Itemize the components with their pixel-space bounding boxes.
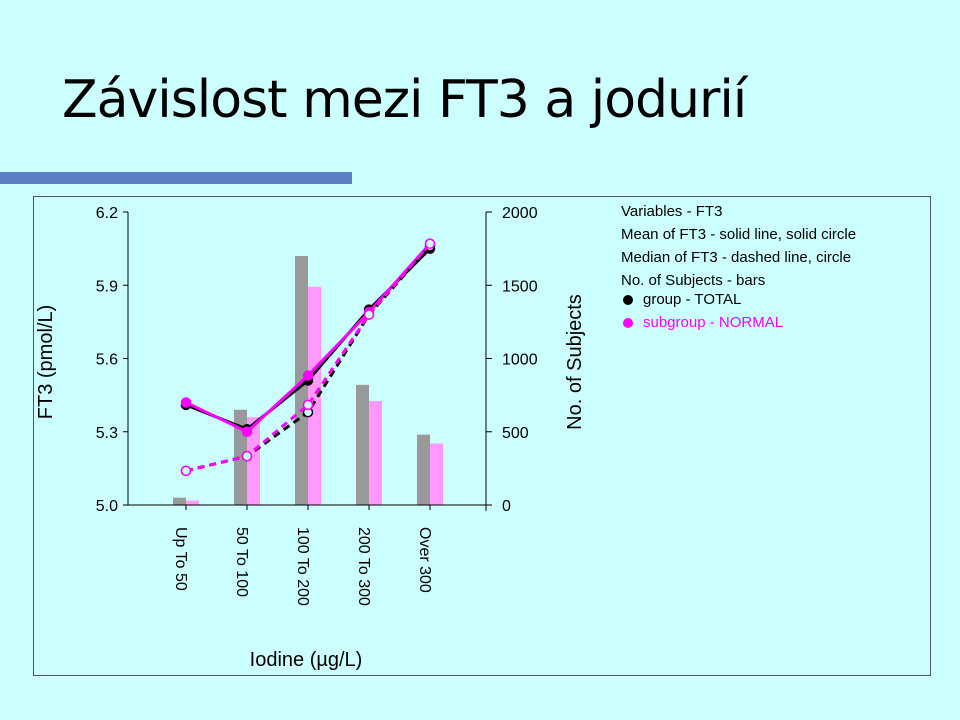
bar-normal [308,286,321,505]
bar-total [356,384,369,505]
y2-tick-label: 1000 [502,352,538,369]
median-point-normal [424,238,436,249]
x-tick-label: Over 300 [416,527,433,593]
x-tick-label: 50 To 100 [233,527,250,597]
y-tick-label: 5.3 [96,425,118,442]
mean-point-normal [180,397,192,408]
x-tick-label: 200 To 300 [355,527,372,606]
legend-group-label: subgroup - NORMAL [643,314,783,331]
bar-normal [186,500,199,505]
ft3-iodine-chart: 6.2 5.9 5.6 5.3 5.0 2000 1500 1000 500 0 Up To 50 5… [35,203,856,671]
median-point-normal [180,465,192,477]
y-tick-label: 5.9 [96,278,118,295]
y-tick-label: 5.6 [96,352,118,369]
y2-tick-label: 1500 [502,278,538,295]
x-tick-label: 100 To 200 [294,527,311,606]
y2-tick-label: 500 [502,425,529,442]
y2-tick-label: 0 [502,498,511,515]
slide-title: Závislost mezi FT3 a jodurií [62,70,747,130]
y-tick-label: 5.0 [96,498,118,515]
legend-marker [623,318,633,328]
bar-total [417,434,430,505]
median-point-normal [302,399,314,411]
y2-tick-label: 2000 [502,205,538,222]
x-axis-title: Iodine (µg/L) [250,649,363,671]
median-point-normal [241,450,253,462]
legend-text: Mean of FT3 - solid line, solid circle [621,226,856,243]
bar-normal [369,400,382,505]
mean-point-normal [302,370,314,381]
legend-text: Median of FT3 - dashed line, circle [621,249,851,266]
median-point-normal [363,309,375,320]
legend-group-label: group - TOTAL [643,291,741,308]
y2-axis-title: No. of Subjects [564,294,586,430]
bar-normal [247,417,260,505]
bar-normal [430,443,443,505]
bar-total [173,497,186,505]
y-tick-label: 6.2 [96,205,118,222]
legend-text: No. of Subjects - bars [621,272,765,289]
y-axis-title: FT3 (pmol/L) [35,305,57,419]
mean-point-normal [241,426,253,437]
median-line-normal [185,242,432,473]
chart-frame: 6.2 5.9 5.6 5.3 5.0 2000 1500 1000 500 0 Up To 50 5… [33,196,931,676]
legend-text: Variables - FT3 [621,203,722,220]
x-tick-label: Up To 50 [172,527,189,591]
title-accent-bar [0,172,352,184]
legend-marker [623,295,633,305]
